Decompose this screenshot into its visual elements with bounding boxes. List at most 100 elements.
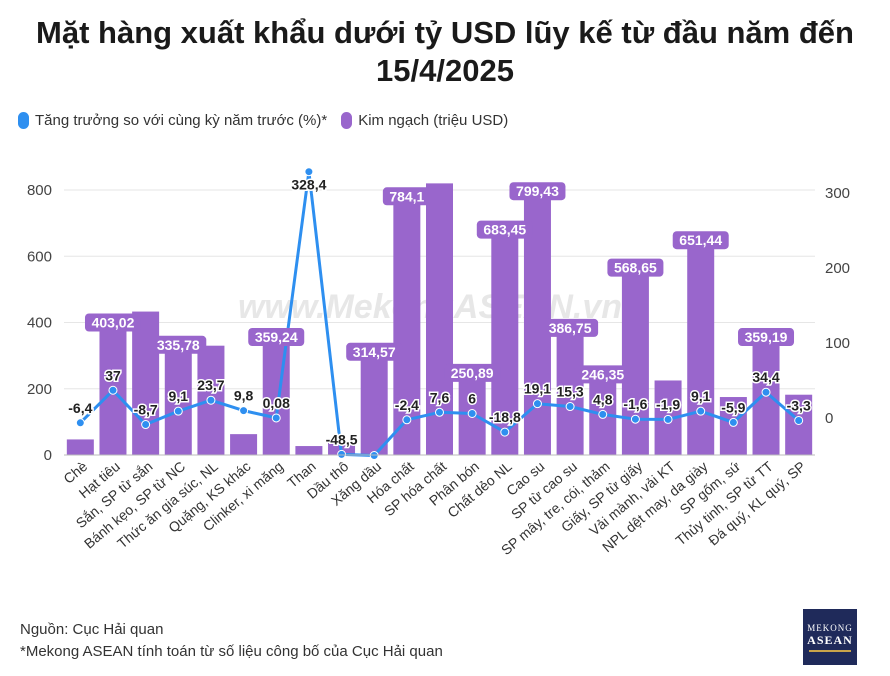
legend-label-growth: Tăng trưởng so với cùng kỳ năm trước (%)…	[35, 112, 328, 129]
footnote-text: *Mekong ASEAN tính toán từ số liệu công …	[20, 643, 443, 660]
bar-value-label: 651,44	[679, 232, 722, 248]
growth-value-label: 37	[105, 367, 121, 383]
source-text: Nguồn: Cục Hải quan	[20, 621, 164, 638]
bar[interactable]	[393, 195, 421, 455]
growth-value-label: 9,1	[691, 388, 711, 404]
y-left-tick-label: 600	[27, 248, 52, 265]
growth-point[interactable]	[761, 387, 771, 397]
legend-swatch-value	[341, 112, 353, 129]
growth-point[interactable]	[532, 399, 542, 409]
legend-item-value[interactable]: Kim ngạch (triệu USD)	[341, 112, 508, 129]
bar-value-label-bg	[150, 335, 207, 354]
growth-point[interactable]	[108, 385, 118, 395]
bar-value-label: 250,89	[451, 365, 494, 381]
legend-swatch-growth	[18, 112, 29, 129]
bar-value-label: 335,78	[157, 337, 200, 353]
bar[interactable]	[66, 439, 94, 455]
growth-point[interactable]	[75, 418, 85, 428]
bar-value-label: 359,24	[255, 329, 298, 345]
growth-value-label: -5,9	[721, 399, 745, 415]
bar[interactable]	[556, 326, 584, 455]
y-right-tick-label: 100	[825, 335, 850, 352]
growth-value-label: 4,8	[593, 391, 613, 407]
y-right-tick-label: 300	[825, 185, 850, 202]
bar-value-label-bg	[84, 313, 141, 332]
bar-value-label-bg	[382, 187, 431, 206]
bar[interactable]	[491, 228, 519, 455]
source-notes: Nguồn: Cục Hải quan *Mekong ASEAN tính t…	[20, 619, 443, 663]
growth-point[interactable]	[663, 414, 673, 424]
growth-point[interactable]	[402, 415, 412, 425]
growth-point[interactable]	[467, 409, 477, 418]
growth-value-label: 19,1	[524, 381, 551, 397]
growth-value-label: -6,4	[68, 400, 92, 416]
growth-value-label: -8,7	[134, 402, 158, 418]
bar-value-label-bg	[574, 365, 631, 384]
bar-value-label-bg	[248, 328, 305, 347]
chart-title: Mặt hàng xuất khẩu dưới tỷ USD lũy kế từ…	[36, 15, 854, 88]
growth-point[interactable]	[206, 395, 216, 405]
growth-point[interactable]	[500, 427, 510, 437]
growth-point[interactable]	[304, 167, 314, 177]
growth-point[interactable]	[173, 406, 183, 416]
growth-point[interactable]	[337, 449, 347, 459]
bar-value-label-bg	[542, 318, 599, 337]
bar-value-label: 359,19	[745, 329, 788, 345]
bar-value-label-bg	[444, 363, 501, 382]
bar-value-label-bg	[738, 328, 795, 347]
bar[interactable]	[164, 343, 192, 455]
bar-value-label: 246,35	[581, 366, 624, 382]
legend: Tăng trưởng so với cùng kỳ năm trước (%)…	[18, 112, 508, 129]
y-right-tick-label: 200	[825, 260, 850, 277]
growth-point[interactable]	[598, 409, 608, 419]
growth-value-label: 9,8	[234, 388, 254, 404]
y-left-tick-label: 200	[27, 381, 52, 398]
bar-value-label-bg	[346, 342, 403, 361]
growth-value-label: -48,5	[326, 431, 358, 447]
bar[interactable]	[132, 311, 160, 455]
growth-value-label: -18,8	[489, 409, 521, 425]
growth-point[interactable]	[630, 414, 640, 424]
bar[interactable]	[230, 434, 258, 455]
mekong-asean-logo: MEKONG ASEAN	[803, 609, 857, 665]
logo-line1: MEKONG	[807, 623, 853, 633]
y-right-tick-label: 0	[825, 410, 833, 427]
bar[interactable]	[360, 350, 388, 455]
growth-value-label: -1,6	[623, 396, 647, 412]
growth-value-label: 0,08	[263, 395, 290, 411]
bar-value-label: 568,65	[614, 260, 657, 276]
bar[interactable]	[621, 266, 649, 455]
y-left-tick-label: 0	[44, 447, 52, 464]
bar[interactable]	[295, 446, 323, 455]
growth-value-label: 7,6	[430, 389, 450, 405]
growth-point[interactable]	[271, 413, 281, 423]
bar-value-label: 403,02	[92, 314, 135, 330]
logo-rule	[809, 650, 851, 652]
bar-value-label-bg	[476, 220, 533, 239]
growth-point[interactable]	[794, 415, 804, 425]
legend-item-growth[interactable]: Tăng trưởng so với cùng kỳ năm trước (%)…	[18, 112, 327, 129]
growth-point[interactable]	[239, 406, 249, 416]
bar-value-label: 683,45	[483, 222, 526, 238]
bar-value-label: 314,57	[353, 344, 396, 360]
growth-point[interactable]	[141, 420, 151, 430]
bar-value-label: 386,75	[549, 320, 592, 336]
bar-value-label-bg	[672, 231, 729, 250]
growth-value-label: -3,3	[787, 397, 811, 413]
growth-point[interactable]	[728, 417, 738, 427]
growth-point[interactable]	[435, 407, 444, 417]
growth-value-label: 6	[468, 391, 476, 407]
growth-value-label: 34,4	[752, 369, 779, 385]
logo-line2: ASEAN	[807, 633, 853, 647]
growth-value-label: -1,9	[656, 396, 680, 412]
growth-value-label: 15,3	[556, 384, 583, 400]
growth-point[interactable]	[565, 402, 575, 412]
y-left-tick-label: 800	[27, 182, 52, 199]
bar-value-label: 799,43	[516, 183, 559, 199]
growth-value-label: 23,7	[197, 377, 224, 393]
y-left-tick-label: 400	[27, 315, 52, 332]
bar[interactable]	[687, 239, 715, 455]
growth-point[interactable]	[696, 406, 706, 416]
bar-value-label: 784,1	[389, 188, 424, 204]
